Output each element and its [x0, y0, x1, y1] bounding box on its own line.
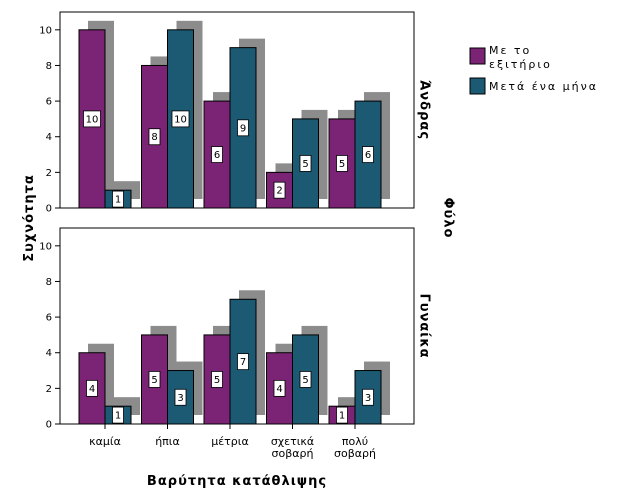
y-tick-label: 10: [39, 25, 52, 36]
y-tick-label: 0: [46, 204, 52, 215]
data-label-box: [112, 406, 124, 424]
data-label-box: [336, 155, 348, 172]
y-tick-label: 0: [46, 420, 52, 431]
x-tick-label: καμία: [89, 435, 121, 448]
data-label-box: [112, 190, 124, 208]
data-label: 1: [115, 195, 121, 206]
x-tick-label: ήπια: [155, 435, 180, 448]
x-tick-label: σοβαρή: [334, 447, 376, 460]
data-label: 10: [86, 114, 99, 125]
data-label-box: [171, 110, 190, 128]
data-label: 5: [214, 375, 220, 386]
y-tick-label: 4: [46, 348, 52, 359]
data-label: 4: [89, 384, 95, 395]
data-label: 7: [240, 357, 246, 368]
y-tick-label: 4: [46, 132, 52, 143]
data-label: 1: [339, 411, 345, 422]
x-tick-label: σοβαρή: [272, 447, 314, 460]
data-label: 6: [214, 150, 220, 161]
y-tick-label: 6: [46, 313, 52, 324]
data-label: 8: [151, 132, 157, 143]
bar: [292, 334, 319, 425]
x-tick-label: πολύ: [342, 435, 368, 448]
legend-label: Με το: [489, 44, 531, 57]
data-label: 1: [115, 411, 121, 422]
data-label-box: [273, 379, 286, 397]
data-label-box: [362, 146, 374, 163]
data-label-box: [237, 119, 249, 137]
data-label-box: [273, 181, 286, 199]
panel-axis-title: Φύλο: [441, 198, 456, 239]
x-tick-label: σχετικά: [271, 435, 314, 448]
data-label-box: [237, 353, 249, 371]
data-label: 4: [276, 384, 282, 395]
data-label-box: [362, 388, 374, 406]
data-label-box: [211, 371, 223, 388]
y-tick-label: 8: [46, 277, 52, 288]
data-label-box: [299, 155, 312, 172]
data-label: 3: [365, 393, 371, 404]
legend-label: Μετά ένα μήνα: [489, 80, 598, 93]
legend-label: εξιτήριο: [489, 58, 552, 71]
data-label-box: [148, 128, 161, 146]
legend-swatch: [469, 77, 486, 95]
y-tick-label: 8: [46, 61, 52, 72]
data-label: 3: [177, 393, 183, 404]
legend-swatch: [469, 47, 486, 65]
bar: [203, 100, 231, 209]
panel-label: Άνδρας: [417, 80, 432, 140]
y-tick-label: 2: [46, 168, 52, 179]
data-label-box: [83, 110, 101, 128]
data-label: 9: [240, 123, 246, 134]
data-label-box: [211, 146, 223, 163]
x-axis-title: Βαρύτητα κατάθλιψης: [147, 474, 327, 489]
data-label: 5: [302, 375, 308, 386]
data-label: 5: [302, 159, 308, 170]
data-label-box: [299, 371, 312, 388]
panel-label: Γυναίκα: [417, 293, 432, 358]
data-label: 10: [174, 114, 187, 125]
data-label-box: [336, 406, 348, 424]
data-label-box: [86, 379, 98, 397]
y-tick-label: 10: [39, 241, 52, 252]
data-label-box: [174, 388, 187, 406]
data-label-box: [148, 371, 161, 388]
y-tick-label: 2: [46, 384, 52, 395]
y-axis-title: Συχνότητα: [22, 174, 37, 262]
y-tick-label: 6: [46, 97, 52, 108]
data-label: 5: [339, 159, 345, 170]
data-label: 6: [365, 150, 371, 161]
data-label: 2: [276, 186, 282, 197]
data-label: 5: [151, 375, 157, 386]
x-tick-label: μέτρια: [211, 435, 249, 448]
